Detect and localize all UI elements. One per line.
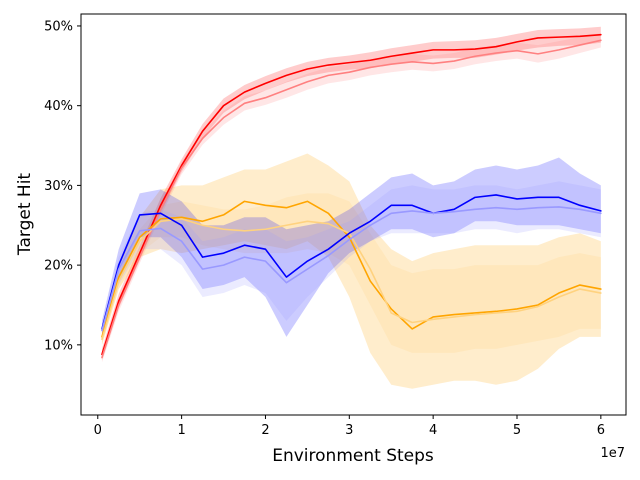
line-light-blue — [101, 206, 602, 332]
y-tick-label: 20% — [44, 259, 73, 274]
y-tick-label: 30% — [44, 179, 73, 194]
band-light-blue — [101, 181, 601, 337]
plot-frame — [80, 13, 627, 416]
band-red — [101, 26, 601, 360]
band-blue — [101, 157, 601, 337]
y-axis-ticks: 10% 20% 30% 40% 50% — [44, 19, 81, 353]
x-tick-label: 3 — [345, 423, 353, 438]
y-tick-label: 40% — [44, 99, 73, 114]
series-lines — [101, 33, 602, 359]
x-tick-label: 5 — [513, 423, 521, 438]
x-tick-label: 6 — [597, 423, 605, 438]
x-tick-label: 2 — [261, 423, 269, 438]
line-light-red — [101, 39, 602, 359]
y-axis-label: Target Hit — [15, 173, 35, 257]
x-axis-offset-label: 1e7 — [600, 446, 625, 461]
line-red — [101, 33, 602, 356]
x-tick-label: 1 — [177, 423, 185, 438]
x-tick-label: 0 — [94, 423, 102, 438]
x-axis-ticks: 0 1 2 3 4 5 6 — [94, 415, 605, 438]
x-tick-label: 4 — [429, 423, 437, 438]
line-orange — [101, 200, 602, 338]
y-tick-label: 50% — [44, 19, 73, 34]
y-tick-label: 10% — [44, 338, 73, 353]
confidence-bands — [101, 26, 601, 389]
x-axis-label: Environment Steps — [272, 446, 434, 466]
line-blue — [101, 194, 602, 330]
